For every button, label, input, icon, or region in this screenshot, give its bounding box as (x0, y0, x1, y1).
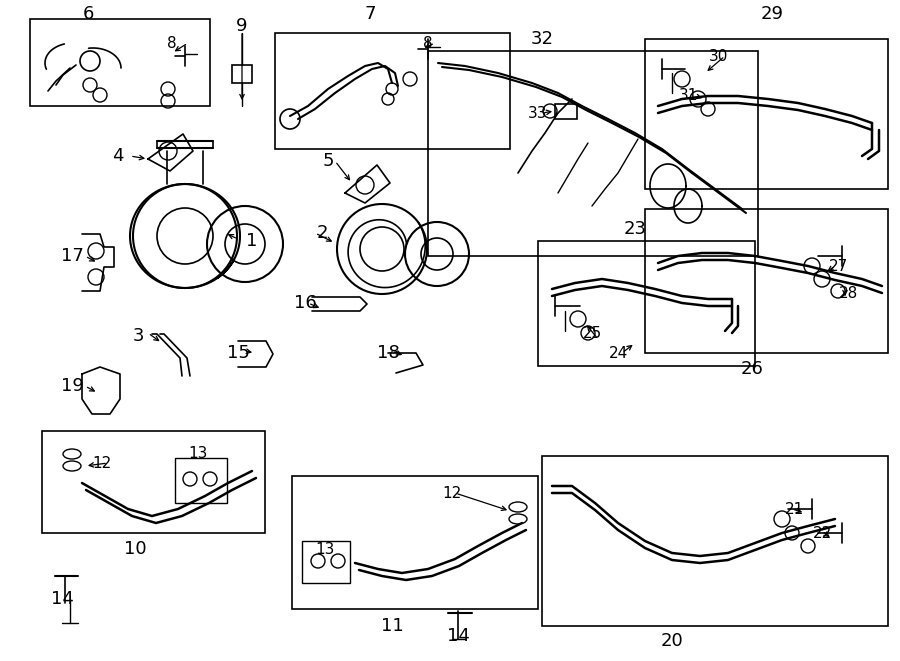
Text: 14: 14 (446, 627, 470, 645)
Text: 29: 29 (760, 5, 784, 23)
Bar (275, 33, 510, 149)
Text: 10: 10 (123, 540, 147, 558)
Bar (302, 541, 350, 583)
Text: 30: 30 (708, 48, 728, 63)
Bar (232, 65, 252, 83)
Bar (645, 209, 888, 353)
Text: 28: 28 (839, 286, 858, 301)
Text: 11: 11 (381, 617, 403, 635)
Bar (175, 458, 227, 503)
Text: 5: 5 (322, 152, 334, 170)
Text: 20: 20 (661, 632, 683, 650)
Bar (538, 241, 755, 366)
Text: 3: 3 (132, 327, 144, 345)
Bar (555, 104, 577, 119)
Text: 18: 18 (376, 344, 400, 362)
Text: 27: 27 (828, 258, 848, 274)
Text: 14: 14 (50, 590, 74, 608)
Text: 25: 25 (582, 325, 601, 340)
Text: 24: 24 (608, 346, 627, 360)
Text: 13: 13 (315, 541, 335, 557)
Text: 8: 8 (167, 36, 176, 50)
Text: 17: 17 (60, 247, 84, 265)
Text: 21: 21 (786, 502, 805, 516)
Text: 31: 31 (679, 89, 698, 104)
Text: 9: 9 (236, 17, 248, 35)
Bar (428, 51, 758, 256)
Text: 23: 23 (624, 220, 646, 238)
Text: 4: 4 (112, 147, 124, 165)
Text: 32: 32 (530, 30, 554, 48)
Text: 19: 19 (60, 377, 84, 395)
Text: 22: 22 (813, 525, 832, 541)
Bar (30, 19, 210, 106)
Text: 12: 12 (93, 455, 112, 471)
Text: 26: 26 (741, 360, 763, 378)
Bar (292, 476, 538, 609)
Text: 6: 6 (82, 5, 94, 23)
Bar (42, 431, 265, 533)
Text: 16: 16 (293, 294, 317, 312)
Text: 15: 15 (227, 344, 249, 362)
Text: 2: 2 (316, 224, 328, 242)
Text: 1: 1 (247, 232, 257, 250)
Text: 12: 12 (443, 485, 462, 500)
Text: 33: 33 (528, 106, 548, 120)
Bar (645, 39, 888, 189)
Text: 13: 13 (188, 446, 208, 461)
Bar (542, 456, 888, 626)
Text: 7: 7 (364, 5, 376, 23)
Text: 8: 8 (423, 36, 433, 50)
